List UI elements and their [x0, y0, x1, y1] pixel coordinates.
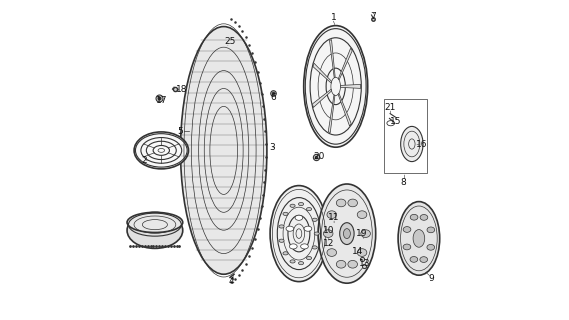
Ellipse shape	[134, 132, 188, 169]
Text: 10: 10	[323, 226, 335, 235]
Polygon shape	[329, 40, 335, 78]
Polygon shape	[312, 89, 332, 108]
Ellipse shape	[304, 226, 312, 231]
Ellipse shape	[336, 199, 346, 207]
Ellipse shape	[180, 27, 267, 274]
Ellipse shape	[300, 244, 308, 249]
Text: 21: 21	[385, 103, 396, 112]
Text: 6: 6	[270, 93, 276, 102]
Polygon shape	[328, 95, 335, 133]
Ellipse shape	[283, 212, 288, 215]
Ellipse shape	[420, 257, 427, 262]
Text: 3: 3	[269, 143, 275, 152]
Ellipse shape	[270, 186, 328, 282]
Text: 20: 20	[314, 152, 325, 161]
Ellipse shape	[348, 199, 357, 207]
Text: 15: 15	[390, 117, 401, 126]
Text: 18: 18	[176, 85, 188, 94]
Ellipse shape	[403, 227, 411, 232]
Text: 5: 5	[178, 127, 183, 136]
Text: 12: 12	[323, 239, 335, 248]
Bar	[384, 99, 427, 173]
Ellipse shape	[413, 229, 424, 247]
Ellipse shape	[348, 260, 357, 268]
Ellipse shape	[357, 211, 367, 219]
Text: 25: 25	[224, 37, 236, 46]
Ellipse shape	[340, 223, 354, 244]
Ellipse shape	[327, 211, 336, 219]
Ellipse shape	[279, 225, 284, 228]
Ellipse shape	[327, 249, 336, 256]
Polygon shape	[339, 48, 352, 80]
Ellipse shape	[283, 252, 288, 255]
Ellipse shape	[312, 218, 318, 221]
Ellipse shape	[312, 246, 318, 249]
Ellipse shape	[420, 214, 428, 220]
Ellipse shape	[410, 257, 418, 262]
Ellipse shape	[127, 212, 183, 232]
Ellipse shape	[307, 207, 312, 211]
Ellipse shape	[127, 212, 183, 248]
Ellipse shape	[299, 203, 304, 206]
Polygon shape	[340, 84, 361, 88]
Text: 14: 14	[352, 247, 364, 256]
Ellipse shape	[286, 226, 294, 231]
Ellipse shape	[290, 244, 297, 249]
Ellipse shape	[290, 204, 295, 207]
Text: 11: 11	[328, 213, 340, 222]
Ellipse shape	[279, 239, 284, 242]
Polygon shape	[313, 63, 332, 83]
Ellipse shape	[401, 126, 423, 162]
Ellipse shape	[323, 230, 333, 237]
Text: 2: 2	[141, 156, 146, 164]
Text: 1: 1	[331, 13, 337, 22]
Ellipse shape	[410, 214, 418, 220]
Text: 16: 16	[417, 140, 428, 148]
Text: 4: 4	[229, 277, 234, 286]
Ellipse shape	[295, 215, 303, 220]
Ellipse shape	[403, 244, 411, 250]
Ellipse shape	[336, 260, 346, 268]
Text: 7: 7	[370, 12, 376, 20]
Ellipse shape	[361, 230, 370, 237]
Ellipse shape	[344, 228, 351, 239]
Ellipse shape	[357, 249, 367, 256]
Text: 9: 9	[429, 274, 435, 283]
Ellipse shape	[427, 244, 435, 250]
Ellipse shape	[290, 260, 295, 263]
Text: 8: 8	[400, 178, 406, 187]
Ellipse shape	[398, 202, 440, 275]
Ellipse shape	[307, 257, 312, 260]
Ellipse shape	[427, 227, 435, 233]
Ellipse shape	[314, 232, 319, 235]
Ellipse shape	[304, 26, 368, 147]
Ellipse shape	[299, 261, 304, 265]
Ellipse shape	[318, 184, 376, 283]
Text: 13: 13	[358, 260, 370, 268]
Polygon shape	[338, 93, 351, 126]
Text: 17: 17	[155, 96, 167, 105]
Text: 19: 19	[356, 229, 367, 238]
